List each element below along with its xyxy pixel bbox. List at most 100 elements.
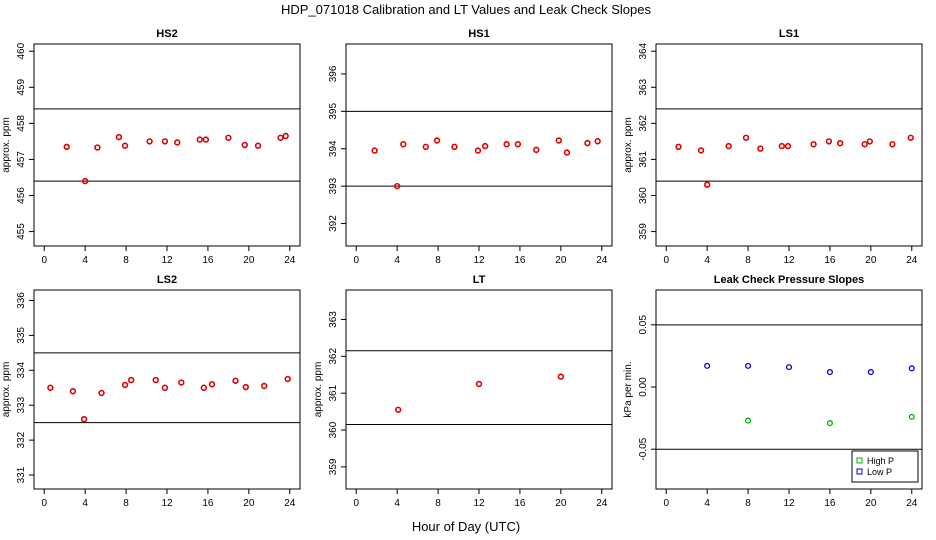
x-tick-label: 0	[41, 498, 47, 509]
data-point	[400, 141, 407, 148]
x-tick-label: 8	[123, 498, 129, 509]
data-point	[161, 138, 169, 145]
y-tick-label: 333	[16, 396, 27, 413]
y-tick-label: 335	[16, 327, 27, 344]
y-tick-label: -0.05	[638, 437, 649, 460]
data-point	[503, 141, 510, 148]
y-axis-label: kPa per min.	[623, 361, 634, 417]
x-tick-label: 12	[473, 255, 485, 266]
data-point	[277, 134, 284, 141]
data-point	[98, 389, 105, 397]
x-tick-label: 0	[663, 255, 669, 266]
data-point	[451, 143, 458, 151]
x-tick-label: 12	[473, 498, 485, 509]
x-tick-label: 20	[243, 498, 255, 509]
data-point	[161, 384, 169, 391]
data-point	[282, 132, 289, 140]
data-point	[121, 142, 129, 149]
data-point	[778, 142, 786, 150]
y-tick-label: 0.05	[638, 315, 649, 335]
x-tick-label: 24	[596, 255, 608, 266]
data-point	[127, 376, 135, 384]
data-point	[557, 373, 565, 380]
y-tick-label: 459	[16, 79, 27, 96]
panel-leak: Leak Check Pressure Slopes kPa per min. 0 4…	[623, 274, 923, 509]
data-point	[202, 136, 210, 143]
data-point	[371, 147, 378, 154]
data-point	[697, 147, 705, 154]
data-point	[784, 142, 792, 150]
x-tick-label: 20	[555, 255, 567, 266]
y-tick-label: 363	[328, 311, 339, 328]
x-tick-label: 24	[284, 498, 296, 509]
plot-frame	[655, 43, 923, 247]
y-axis-label: approx. ppm	[313, 362, 324, 418]
x-tick-label: 16	[514, 498, 526, 509]
data-point	[703, 181, 711, 188]
x-tick-label: 8	[435, 255, 441, 266]
x-tick-label: 20	[243, 255, 255, 266]
data-point	[63, 143, 70, 151]
data-point	[675, 143, 682, 151]
y-tick-label: 360	[328, 421, 339, 438]
y-tick-label: 396	[328, 65, 339, 82]
x-tick-label: 8	[745, 255, 751, 266]
high-p-point	[908, 413, 915, 420]
x-tick-label: 12	[161, 498, 173, 509]
plot-frame	[345, 43, 613, 247]
y-tick-label: 362	[328, 348, 339, 365]
data-point	[866, 138, 874, 145]
x-tick-label: 4	[82, 498, 88, 509]
panel-hs2: HS2 approx. ppm 0 4 8 12 16 20 24 455 456 457 458 459…	[1, 28, 301, 266]
data-point	[433, 137, 441, 144]
y-tick-label: 361	[638, 151, 649, 168]
data-point	[196, 136, 203, 143]
panel-ls2: LS2 approx. ppm 0 4 8 12 16 20 24 331 332 333 334 335…	[1, 274, 301, 509]
y-axis-label: approx. ppm	[1, 117, 12, 173]
y-tick-label: 363	[638, 79, 649, 96]
data-point	[81, 177, 89, 185]
y-tick-label: 460	[16, 42, 27, 59]
data-point	[260, 382, 268, 390]
y-tick-label: 394	[328, 140, 339, 157]
legend-box	[851, 450, 919, 483]
legend-swatch-high-p	[856, 457, 863, 464]
x-tick-label: 20	[865, 255, 877, 266]
x-tick-label: 4	[394, 498, 400, 509]
y-tick-label: 362	[638, 115, 649, 132]
data-point	[584, 139, 591, 147]
legend-label: Low P	[867, 467, 892, 477]
data-point	[115, 133, 123, 141]
y-tick-label: 455	[16, 223, 27, 240]
panel-title: HS2	[156, 28, 177, 40]
x-tick-label: 0	[353, 498, 359, 509]
data-point	[810, 141, 817, 148]
data-point	[475, 380, 483, 388]
y-tick-label: 334	[16, 362, 27, 379]
low-p-point	[745, 362, 752, 369]
data-point	[200, 384, 208, 391]
x-tick-label: 4	[82, 255, 88, 266]
low-p-point	[785, 364, 793, 371]
panel-hs1: HS1 0 4 8 12 16 20 24 392 393 394 395 396	[328, 28, 613, 266]
data-point	[394, 406, 402, 413]
data-point	[146, 138, 153, 145]
x-tick-label: 12	[783, 498, 795, 509]
data-point	[725, 142, 732, 150]
x-tick-label: 20	[865, 498, 877, 509]
data-point	[481, 142, 489, 150]
panel-lt: LT approx. ppm 0 4 8 12 16 20 24 359 360 361 362 363	[313, 274, 613, 509]
x-tick-label: 16	[202, 498, 214, 509]
x-tick-label: 12	[783, 255, 795, 266]
x-tick-label: 4	[704, 498, 710, 509]
y-tick-label: 332	[16, 431, 27, 448]
data-point	[208, 381, 216, 388]
data-point	[836, 139, 844, 147]
data-point	[242, 383, 249, 391]
data-point	[907, 134, 914, 141]
panel-title: LS2	[157, 274, 177, 286]
data-point	[69, 388, 77, 395]
y-tick-label: 364	[638, 42, 649, 59]
data-point	[422, 143, 429, 151]
